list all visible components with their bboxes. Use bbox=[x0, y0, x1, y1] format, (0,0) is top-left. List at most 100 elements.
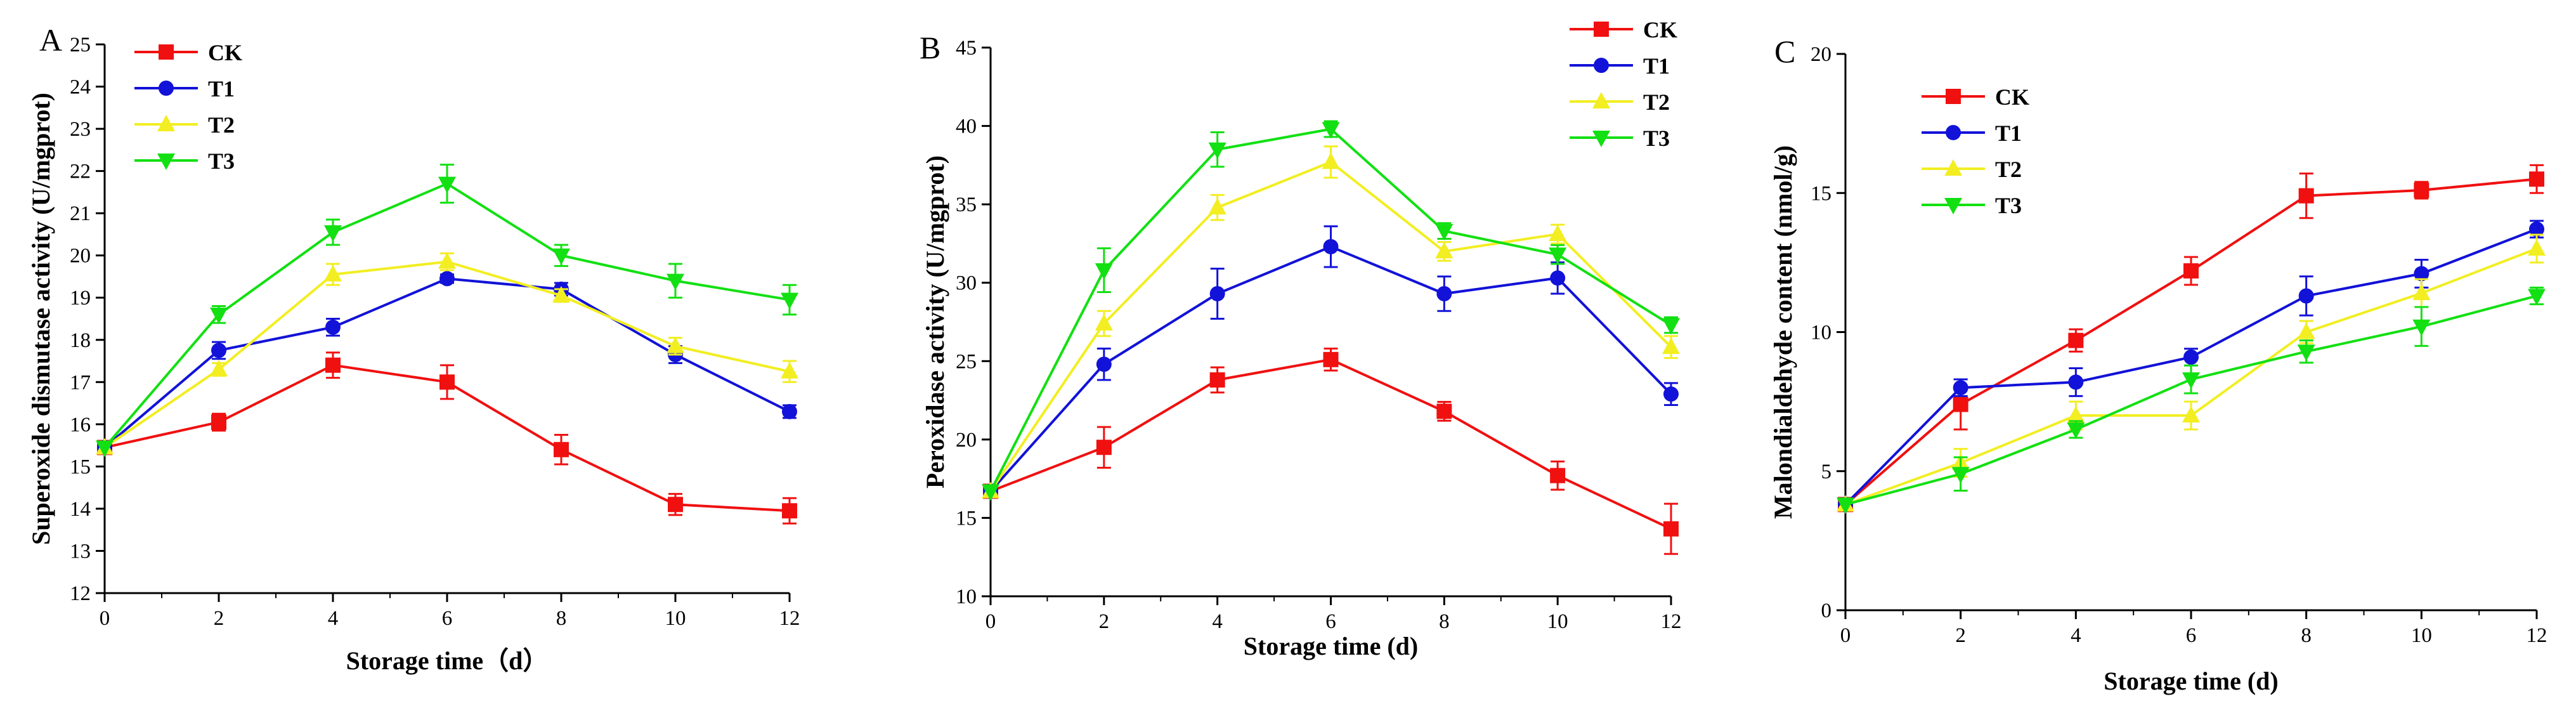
x-tick-label: 4 bbox=[1212, 610, 1223, 633]
y-tick-label: 20 bbox=[70, 245, 91, 268]
y-tick-label: 15 bbox=[956, 507, 977, 530]
legend-item-ck: CK bbox=[134, 40, 242, 65]
x-axis-label: Storage time (d) bbox=[1244, 632, 1418, 660]
data-point bbox=[1436, 286, 1452, 302]
data-point bbox=[2067, 406, 2085, 423]
data-point bbox=[1435, 224, 1454, 241]
legend-label: T2 bbox=[1995, 157, 2022, 182]
legend-marker bbox=[1944, 198, 1962, 214]
legend-item-t3: T3 bbox=[1570, 126, 1670, 151]
x-tick-label: 0 bbox=[100, 607, 110, 630]
data-point bbox=[2182, 372, 2200, 389]
legend-label: T3 bbox=[1643, 126, 1670, 151]
data-point bbox=[2298, 288, 2314, 304]
data-point bbox=[2182, 406, 2200, 423]
series-ck bbox=[97, 351, 797, 525]
legend-marker bbox=[1592, 131, 1610, 147]
data-point bbox=[1323, 239, 1339, 254]
y-tick-label: 20 bbox=[1811, 43, 1831, 66]
legend-label: CK bbox=[208, 40, 242, 65]
data-point bbox=[554, 442, 569, 457]
x-tick-label: 8 bbox=[2301, 624, 2312, 647]
x-tick-label: 12 bbox=[779, 607, 800, 630]
legend-item-t2: T2 bbox=[1570, 89, 1670, 115]
data-point bbox=[782, 403, 797, 419]
legend-item-t3: T3 bbox=[1922, 193, 2022, 218]
series-line bbox=[1844, 178, 2537, 506]
data-point bbox=[1209, 286, 1225, 302]
legend-marker bbox=[1594, 22, 1609, 37]
x-tick-label: 10 bbox=[665, 607, 686, 630]
data-point bbox=[324, 265, 342, 282]
data-point bbox=[2528, 289, 2546, 306]
x-tick-label: 2 bbox=[1955, 624, 1966, 647]
data-point bbox=[1662, 337, 1680, 355]
y-tick-label: 0 bbox=[1821, 599, 1832, 622]
data-point bbox=[1208, 142, 1226, 159]
data-point bbox=[439, 374, 455, 390]
legend-marker bbox=[157, 115, 175, 131]
y-tick-label: 10 bbox=[1811, 322, 1831, 344]
series-ck bbox=[983, 348, 1679, 555]
legend-item-ck: CK bbox=[1570, 17, 1677, 43]
legend-marker bbox=[1944, 159, 1962, 176]
data-point bbox=[96, 440, 114, 457]
data-point bbox=[1323, 351, 1339, 367]
legend-marker bbox=[1946, 125, 1961, 140]
y-tick-label: 40 bbox=[956, 115, 977, 138]
data-point bbox=[782, 503, 797, 519]
data-point bbox=[1663, 521, 1679, 537]
series-t2 bbox=[982, 145, 1680, 499]
series-t3 bbox=[1837, 286, 2546, 514]
y-tick-label: 10 bbox=[956, 585, 977, 608]
legend-label: T1 bbox=[1643, 53, 1670, 79]
data-point bbox=[211, 414, 226, 430]
y-axis-label: Malondialdehyde content (nmol/g) bbox=[1769, 145, 1797, 519]
x-tick-label: 4 bbox=[328, 607, 339, 630]
data-point bbox=[2414, 182, 2430, 198]
data-point bbox=[325, 357, 341, 373]
y-axis-label: Superoxide dismutase activity (U/mgprot) bbox=[27, 93, 55, 545]
y-tick-label: 13 bbox=[70, 540, 91, 563]
data-point bbox=[781, 362, 798, 379]
series-t3 bbox=[982, 120, 1680, 501]
legend-label: T3 bbox=[208, 148, 235, 174]
x-tick-label: 0 bbox=[1840, 624, 1851, 647]
x-tick-label: 8 bbox=[556, 607, 567, 630]
data-point bbox=[1096, 356, 1112, 372]
data-point bbox=[1208, 198, 1226, 215]
data-point bbox=[2183, 349, 2199, 365]
chart-panel-b: B 0 2 4 6 8 10 12 10 15 20 25 30 35 40 45 Storage time (… bbox=[920, 17, 1682, 660]
legend-label: CK bbox=[1995, 84, 2029, 110]
legend-marker bbox=[1592, 92, 1610, 108]
data-point bbox=[2529, 221, 2544, 237]
x-tick-label: 6 bbox=[2186, 624, 2197, 647]
data-point bbox=[2528, 239, 2546, 256]
data-point bbox=[1095, 263, 1113, 280]
legend-label: T1 bbox=[208, 76, 235, 101]
legend-marker bbox=[159, 81, 174, 96]
series-line bbox=[989, 160, 1672, 492]
data-point bbox=[1096, 440, 1112, 455]
x-tick-label: 12 bbox=[1661, 610, 1682, 633]
chart-panel-a: A0 2 4 6 8 10 121213141516171819202122232425St… bbox=[27, 22, 800, 675]
y-tick-label: 30 bbox=[956, 272, 977, 295]
x-tick-label: 6 bbox=[442, 607, 453, 630]
series-line bbox=[103, 277, 790, 448]
series-t1 bbox=[1838, 219, 2544, 513]
legend: CK T1 T2 T3 bbox=[1922, 84, 2029, 218]
data-point bbox=[1550, 468, 1566, 483]
y-tick-label: 45 bbox=[956, 37, 977, 60]
series-t1 bbox=[97, 271, 797, 455]
data-point bbox=[324, 225, 342, 242]
data-point bbox=[2297, 344, 2315, 362]
y-tick-label: 14 bbox=[70, 498, 91, 521]
data-point bbox=[1951, 467, 1970, 484]
y-tick-label: 12 bbox=[70, 582, 91, 605]
series-t3 bbox=[96, 164, 798, 457]
legend-label: T1 bbox=[1995, 121, 2022, 146]
data-point bbox=[2414, 266, 2430, 282]
x-tick-label: 0 bbox=[986, 610, 996, 633]
legend-marker bbox=[1946, 89, 1961, 104]
y-tick-label: 20 bbox=[956, 429, 977, 452]
